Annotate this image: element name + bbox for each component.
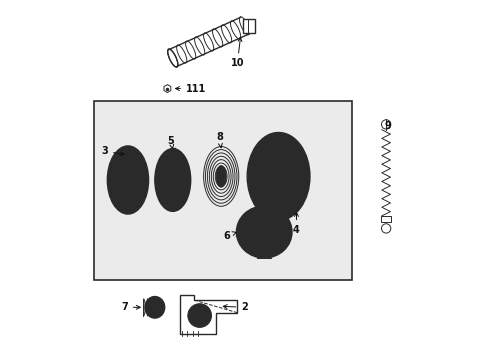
Text: 10: 10 xyxy=(230,37,244,68)
Ellipse shape xyxy=(155,149,190,211)
Ellipse shape xyxy=(266,158,290,194)
Text: 2: 2 xyxy=(223,302,247,312)
Text: 5: 5 xyxy=(167,136,174,149)
Ellipse shape xyxy=(247,132,309,220)
Ellipse shape xyxy=(236,206,291,258)
Ellipse shape xyxy=(160,157,185,203)
Ellipse shape xyxy=(107,146,148,214)
Text: 6: 6 xyxy=(223,231,236,240)
Bar xyxy=(242,19,255,33)
Text: 4: 4 xyxy=(292,212,299,235)
Ellipse shape xyxy=(247,217,281,247)
Text: 111: 111 xyxy=(175,84,206,94)
Bar xyxy=(380,216,390,222)
Bar xyxy=(94,101,351,280)
Ellipse shape xyxy=(112,154,143,206)
Ellipse shape xyxy=(216,166,226,187)
Ellipse shape xyxy=(144,297,164,318)
Text: 9: 9 xyxy=(384,121,390,131)
Text: 3: 3 xyxy=(101,146,124,156)
Circle shape xyxy=(187,304,211,327)
Text: 7: 7 xyxy=(121,302,140,312)
Text: 8: 8 xyxy=(216,132,223,148)
